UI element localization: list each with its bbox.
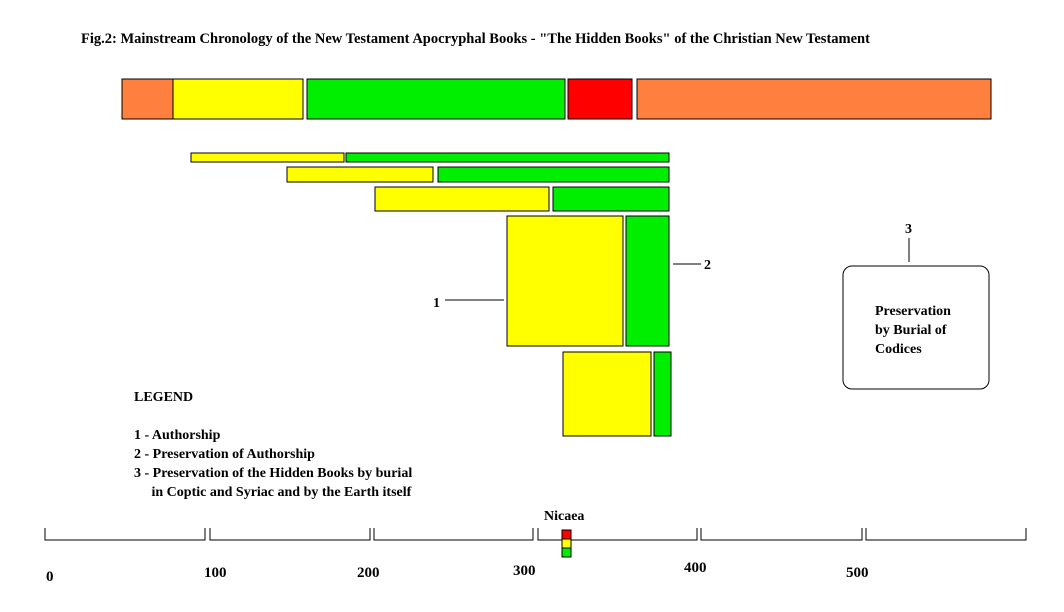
burial-box-line-3: Codices [875,342,922,357]
burial-box-line-1: Preservation [875,304,951,319]
burial-box-line-2: by Burial of [875,323,947,338]
authorship-bar-3 [374,186,550,212]
legend-item-2: 2 - Preservation of Authorship [134,447,315,462]
preservation-bar-3 [552,186,670,212]
timeline-axis: 0 100 200 300 400 500 Nicaea [44,509,1027,585]
preservation-bar-2 [437,166,670,183]
era-segment-red [567,78,633,120]
callout-authorship: 1 [433,296,504,311]
callout-burial: 3 [905,222,912,262]
legend-item-1: 1 - Authorship [134,428,221,443]
legend-heading: LEGEND [134,390,194,405]
authorship-block-5 [562,351,652,437]
book-bars [190,152,672,437]
burial-box-label: Preservation by Burial of Codices [875,302,985,359]
callout-number-1: 1 [433,296,440,311]
era-segment-orange-late [636,78,992,120]
tick-label-400: 400 [684,560,707,576]
authorship-bar-1 [190,152,345,163]
tick-label-100: 100 [204,565,227,581]
preservation-block-4 [625,215,670,347]
legend: LEGEND 1 - Authorship 2 - Preservation o… [134,388,412,502]
callout-number-2: 2 [704,258,711,273]
tick-label-200: 200 [357,565,380,581]
tick-label-300: 300 [513,563,536,579]
era-segment-green [306,78,566,120]
tick-label-0: 0 [46,569,54,585]
tick-label-500: 500 [846,565,869,581]
nicaea-marker [561,529,572,558]
legend-item-3-continued: in Coptic and Syriac and by the Earth it… [134,485,412,500]
figure-title: Fig.2: Mainstream Chronology of the New … [81,31,870,47]
callout-preservation: 2 [673,258,711,273]
era-segment-yellow [172,78,304,120]
legend-item-3: 3 - Preservation of the Hidden Books by … [134,466,413,481]
authorship-block-4 [506,215,624,347]
authorship-bar-2 [286,166,434,183]
burial-box [842,265,990,390]
preservation-bar-1 [345,152,670,163]
nicaea-label: Nicaea [544,509,584,524]
era-segment-orange-early [121,78,174,120]
top-era-bar [121,78,992,120]
preservation-block-5 [653,351,672,437]
callout-number-3: 3 [905,222,912,237]
